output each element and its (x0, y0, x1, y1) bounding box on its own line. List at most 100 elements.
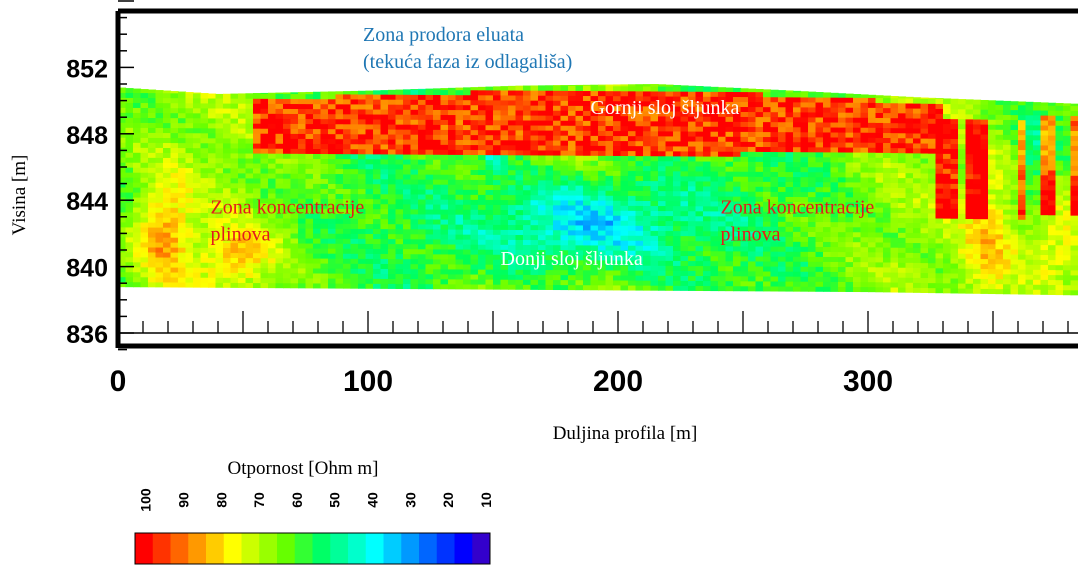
heat-cell (995, 144, 1004, 150)
heat-cell (763, 131, 772, 138)
heat-cell (283, 232, 292, 239)
heat-cell (605, 205, 614, 211)
heat-cell (283, 128, 292, 134)
heat-cell (808, 111, 817, 118)
heat-cell (965, 158, 974, 165)
heat-cell (860, 137, 869, 143)
heat-cell (643, 260, 652, 266)
heat-cell (838, 211, 847, 218)
heat-cell (710, 255, 719, 262)
heat-cell (215, 262, 224, 268)
heat-cell (1040, 254, 1049, 260)
heat-cell (1018, 159, 1027, 166)
heat-cell (1003, 109, 1012, 115)
heat-cell (710, 116, 719, 122)
heat-cell (508, 119, 517, 126)
heat-cell (290, 252, 299, 259)
heat-cell (658, 240, 667, 246)
heat-cell (815, 196, 824, 203)
heat-cell (178, 227, 187, 233)
heat-cell (493, 144, 502, 151)
heat-cell (388, 268, 397, 274)
heat-cell (230, 227, 239, 234)
heat-cell (740, 91, 749, 98)
heat-cell (448, 174, 457, 180)
heat-cell (328, 253, 337, 259)
heat-cell (943, 178, 952, 184)
heat-cell (305, 93, 314, 100)
heat-cell (800, 156, 809, 163)
heat-cell (650, 95, 659, 102)
heat-cell (260, 172, 269, 179)
heat-cell (635, 95, 644, 102)
heat-cell (253, 93, 262, 94)
heat-cell (920, 282, 929, 288)
heat-cell (343, 208, 352, 214)
heat-cell (958, 243, 967, 249)
heat-cell (313, 213, 322, 219)
heat-cell (1040, 269, 1049, 275)
heat-cell (935, 222, 944, 229)
heat-cell (425, 278, 434, 285)
heat-cell (140, 251, 149, 258)
heat-cell (433, 248, 442, 255)
heat-cell (890, 217, 899, 223)
heat-cell (275, 257, 284, 264)
heat-cell (980, 183, 989, 190)
heat-cell (815, 261, 824, 267)
heat-cell (275, 103, 284, 109)
heat-cell (530, 214, 539, 221)
heat-cell (1025, 274, 1034, 280)
heat-cell (193, 177, 202, 184)
heat-cell (995, 238, 1004, 245)
heat-cell (343, 113, 352, 120)
heat-cell (208, 252, 217, 258)
heat-cell (755, 250, 764, 257)
heat-cell (253, 157, 262, 164)
heat-cell (320, 163, 329, 169)
heat-cell (823, 101, 832, 108)
heat-cell (1003, 119, 1012, 125)
heat-cell (958, 118, 967, 125)
heat-cell (643, 285, 652, 291)
heat-cell (650, 130, 659, 137)
heat-cell (1010, 283, 1019, 290)
heat-cell (313, 243, 322, 249)
heat-cell (200, 122, 209, 129)
heat-cell (643, 125, 652, 132)
heat-cell (275, 272, 284, 279)
heat-cell (560, 214, 569, 221)
heat-cell (343, 118, 352, 125)
heat-cell (170, 212, 179, 218)
heat-cell (890, 107, 899, 114)
heat-cell (793, 116, 802, 123)
heat-cell (748, 240, 757, 247)
heat-cell (403, 263, 412, 270)
heat-cell (133, 112, 142, 118)
heat-cell (553, 125, 562, 131)
heat-cell (493, 89, 502, 96)
heat-cell (388, 173, 397, 180)
heat-cell (358, 193, 367, 200)
heat-cell (890, 102, 899, 109)
heat-cell (958, 253, 967, 259)
heat-cell (605, 160, 614, 166)
heat-cell (275, 123, 284, 129)
heat-cell (470, 174, 479, 180)
heat-cell (215, 112, 224, 119)
heat-cell (838, 286, 847, 292)
heat-cell (658, 165, 667, 172)
heat-cell (133, 276, 142, 283)
heat-cell (313, 238, 322, 244)
heat-cell (508, 219, 517, 225)
heat-cell (478, 224, 487, 230)
heat-cell (290, 178, 299, 184)
heat-cell (418, 198, 427, 205)
heat-cell (710, 225, 719, 232)
heat-cell (703, 91, 712, 97)
heat-cell (395, 99, 404, 105)
heat-cell (650, 255, 659, 261)
heat-cell (485, 264, 494, 270)
heat-cell (725, 141, 734, 147)
heat-cell (313, 208, 322, 214)
